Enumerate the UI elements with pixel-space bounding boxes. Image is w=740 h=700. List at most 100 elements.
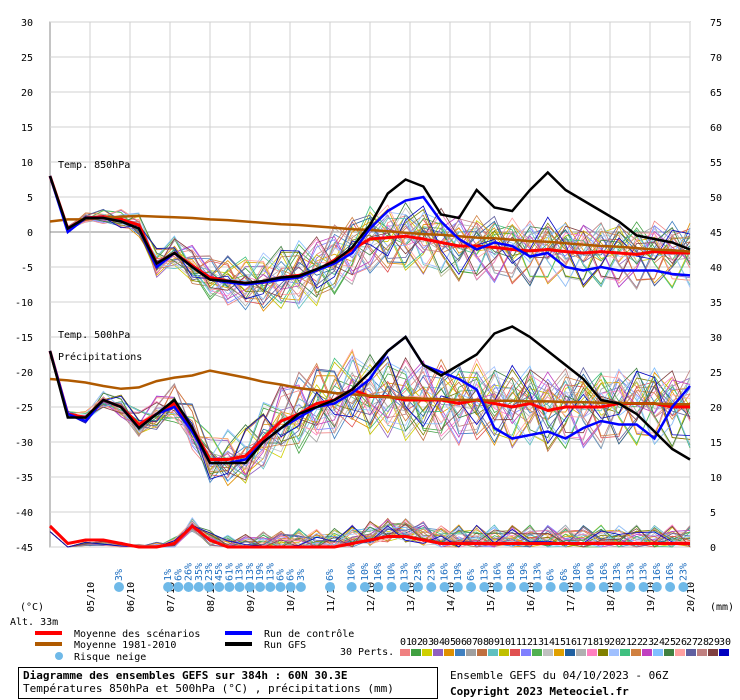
date-label: 06/10 bbox=[126, 582, 137, 612]
snow-icon bbox=[325, 582, 335, 592]
date-label: 12/10 bbox=[366, 582, 377, 612]
perturbation-id: 16 bbox=[565, 637, 577, 648]
perturbation-id: 12 bbox=[521, 637, 533, 648]
snow-icon bbox=[373, 582, 384, 592]
snow-risk-label: 6% bbox=[173, 569, 184, 581]
perturbation-line-500 bbox=[49, 350, 691, 477]
right-axis-unit: (mm) bbox=[710, 602, 734, 613]
legend-label: Run de contrôle bbox=[264, 628, 354, 640]
perturbation-line-500 bbox=[49, 350, 691, 480]
snow-icon bbox=[193, 582, 204, 592]
panel-label-500: Temp. 500hPa bbox=[58, 330, 130, 341]
perturbation-swatch bbox=[587, 649, 597, 656]
snow-risk-label: 6% bbox=[546, 569, 557, 581]
perturbation-line-850 bbox=[49, 175, 691, 300]
legend-label: Risque neige bbox=[74, 652, 146, 663]
snow-risk-label: 13% bbox=[612, 563, 623, 581]
series-line-prec bbox=[48, 524, 690, 549]
snow-risk-label: 61% bbox=[224, 563, 235, 581]
snow-risk-label: 10% bbox=[386, 563, 397, 581]
right-tick-label: 15 bbox=[710, 438, 722, 449]
snow-icon bbox=[545, 582, 556, 592]
snow-icon bbox=[173, 582, 184, 592]
right-tick-label: 0 bbox=[710, 543, 716, 554]
snow-risk-label: 35% bbox=[194, 563, 205, 581]
snow-risk-label: 10% bbox=[360, 563, 371, 581]
snow-icon bbox=[479, 582, 490, 592]
series-line-850 bbox=[48, 175, 691, 286]
snow-icon bbox=[163, 582, 174, 592]
snow-icon bbox=[275, 582, 286, 592]
left-tick-label: -25 bbox=[15, 403, 33, 414]
snow-risk-label: 13% bbox=[625, 563, 636, 581]
perturbation-id: 20 bbox=[609, 637, 621, 648]
perturbation-swatch bbox=[653, 649, 663, 656]
snow-icon bbox=[598, 582, 609, 592]
perturbation-id: 29 bbox=[708, 637, 720, 648]
right-tick-label: 25 bbox=[710, 368, 722, 379]
perturbation-id: 24 bbox=[653, 637, 665, 648]
left-tick-label: 25 bbox=[21, 53, 33, 64]
chart-title: Diagramme des ensembles GEFS sur 384h : … bbox=[23, 669, 348, 682]
snow-icon bbox=[585, 582, 596, 592]
snow-risk-label: 13% bbox=[479, 563, 490, 581]
left-tick-label: 0 bbox=[27, 228, 33, 239]
snow-risk-label: 45% bbox=[214, 563, 225, 581]
snow-risk-label: 10% bbox=[347, 563, 358, 581]
right-tick-label: 65 bbox=[710, 88, 722, 99]
snow-icon bbox=[612, 582, 623, 592]
series-line-500 bbox=[49, 369, 690, 406]
perturbation-line-prec bbox=[49, 521, 691, 548]
snow-risk-label: 13% bbox=[265, 563, 276, 581]
perturbation-line-500 bbox=[49, 350, 691, 475]
snow-risk-label: 6% bbox=[466, 569, 477, 581]
chart-title-box: Diagramme des ensembles GEFS sur 384h : … bbox=[18, 667, 438, 699]
left-tick-label: -5 bbox=[21, 263, 33, 274]
date-label: 09/10 bbox=[246, 582, 257, 612]
date-label: 13/10 bbox=[406, 582, 417, 612]
perturbation-swatch bbox=[532, 649, 542, 656]
snow-risk-label: 19% bbox=[453, 563, 464, 581]
snow-icon bbox=[203, 582, 214, 592]
perturbation-id: 07 bbox=[466, 637, 478, 648]
perturbation-swatch bbox=[719, 649, 729, 656]
snow-risk-label: 16% bbox=[652, 563, 663, 581]
perturbation-line-500 bbox=[49, 350, 691, 478]
right-tick-label: 70 bbox=[710, 53, 722, 64]
snow-icon bbox=[558, 582, 569, 592]
snow-icon bbox=[55, 652, 63, 660]
perturbation-swatch bbox=[510, 649, 520, 656]
right-tick-label: 5 bbox=[710, 508, 716, 519]
snow-icon bbox=[386, 582, 397, 592]
perturbation-line-500 bbox=[49, 350, 691, 476]
perturbations-label: 30 Perts. bbox=[340, 647, 394, 658]
perturbation-line-850 bbox=[49, 175, 691, 298]
left-tick-label: 30 bbox=[21, 18, 33, 29]
perturbation-id: 14 bbox=[543, 637, 555, 648]
perturbation-id: 21 bbox=[620, 637, 632, 648]
snow-risk-label: 13% bbox=[639, 563, 650, 581]
right-tick-label: 60 bbox=[710, 123, 722, 134]
snow-risk-label: 6% bbox=[275, 569, 286, 581]
snow-risk-label: 23% bbox=[413, 563, 424, 581]
left-tick-label: -45 bbox=[15, 543, 33, 554]
perturbation-id: 26 bbox=[675, 637, 687, 648]
date-label: 16/10 bbox=[526, 582, 537, 612]
date-label: 11/10 bbox=[326, 582, 337, 612]
right-tick-label: 30 bbox=[710, 333, 722, 344]
date-label: 15/10 bbox=[486, 582, 497, 612]
perturbation-id: 28 bbox=[697, 637, 709, 648]
snow-icon bbox=[519, 582, 530, 592]
right-tick-label: 35 bbox=[710, 298, 722, 309]
right-tick-label: 10 bbox=[710, 473, 722, 484]
snow-risk-label: 10% bbox=[572, 563, 583, 581]
date-label: 10/10 bbox=[286, 582, 297, 612]
snow-icon bbox=[114, 582, 124, 592]
left-tick-label: -10 bbox=[15, 298, 33, 309]
perturbation-id: 02 bbox=[411, 637, 423, 648]
perturbation-swatch bbox=[466, 649, 476, 656]
snow-risk-label: 3% bbox=[114, 569, 125, 581]
perturbation-swatch bbox=[433, 649, 443, 656]
perturbation-swatch bbox=[708, 649, 718, 656]
perturbation-id: 09 bbox=[488, 637, 500, 648]
